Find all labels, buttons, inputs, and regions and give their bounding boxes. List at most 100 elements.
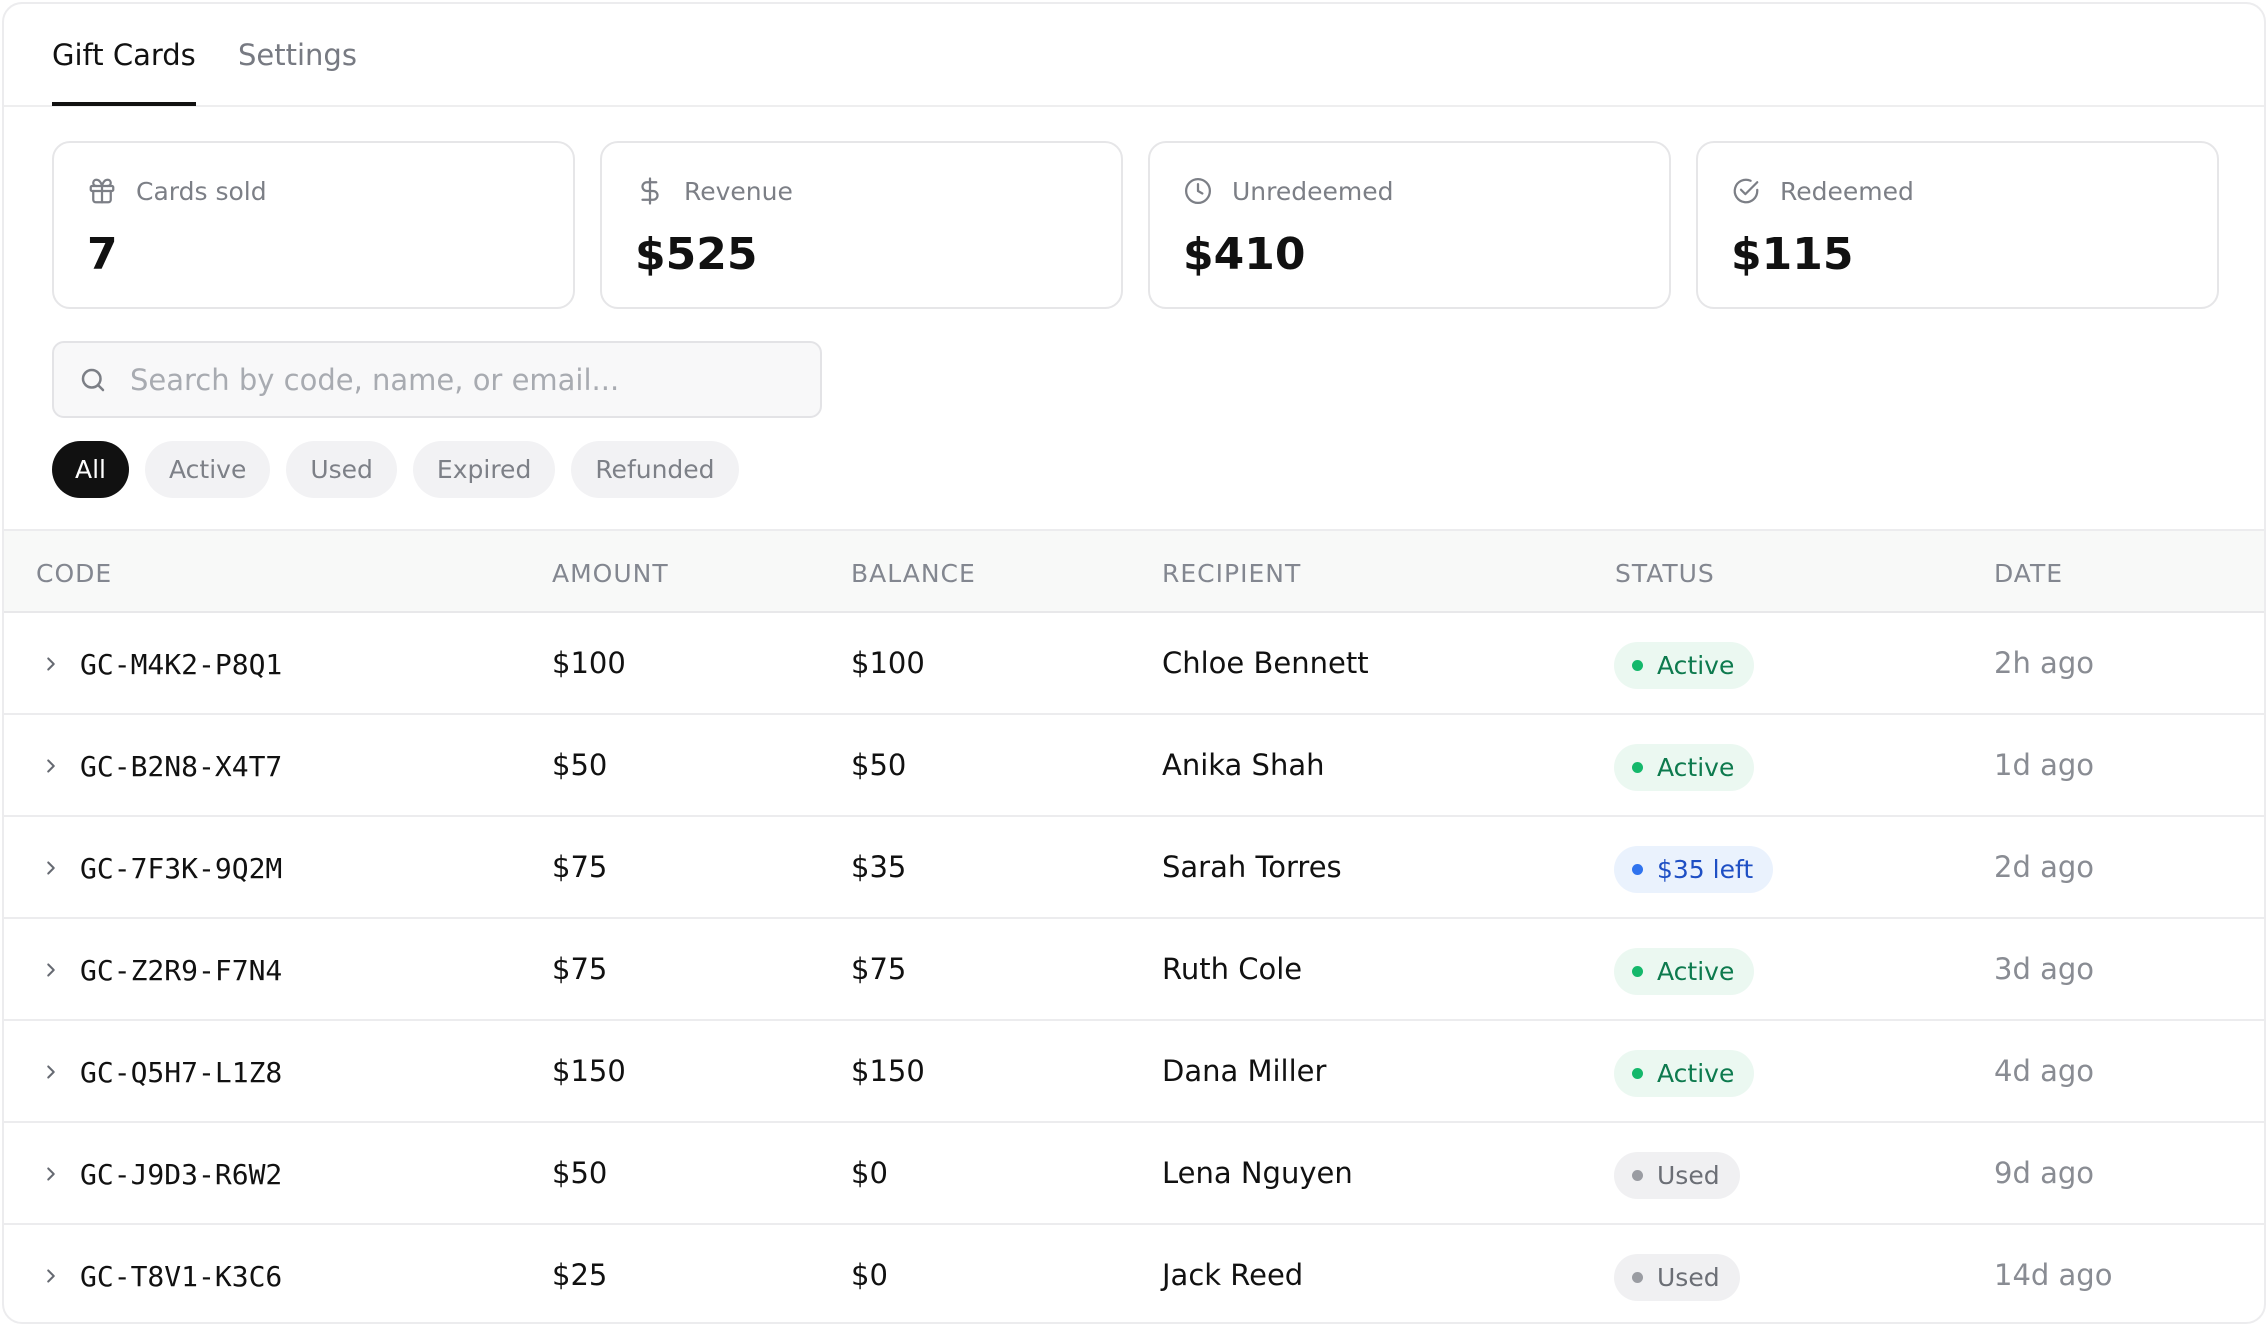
filter-expired[interactable]: Expired [412, 441, 556, 498]
status-label: Active [1657, 957, 1735, 986]
table-row[interactable]: GC-Q5H7-L1Z8 $150 $150 Dana Miller Activ… [4, 1021, 2264, 1123]
gift-card-date: 1d ago [1994, 748, 2094, 782]
gift-card-date: 2d ago [1994, 850, 2094, 884]
column-header-code[interactable]: CODE [36, 559, 113, 588]
stat-value: $525 [635, 229, 758, 280]
stat-value: 7 [87, 229, 118, 280]
table-row[interactable]: GC-J9D3-R6W2 $50 $0 Lena Nguyen Used 9d … [4, 1123, 2264, 1225]
status-label: Used [1657, 1161, 1720, 1190]
stat-label: Cards sold [136, 176, 267, 206]
filter-refunded[interactable]: Refunded [571, 441, 739, 498]
search-input[interactable] [130, 362, 780, 397]
gift-card-amount: $75 [552, 952, 608, 986]
gift-card-date: 3d ago [1994, 952, 2094, 986]
clock-icon [1185, 178, 1211, 204]
table-row[interactable]: GC-B2N8-X4T7 $50 $50 Anika Shah Active 1… [4, 715, 2264, 817]
status-badge: Active [1614, 744, 1755, 791]
column-header-balance[interactable]: BALANCE [851, 559, 976, 588]
column-header-amount[interactable]: AMOUNT [552, 559, 669, 588]
status-badge: Used [1614, 1254, 1740, 1301]
table-row[interactable]: GC-T8V1-K3C6 $25 $0 Jack Reed Used 14d a… [4, 1225, 2264, 1322]
gift-card-code: GC-7F3K-9Q2M [80, 852, 283, 885]
gift-card-date: 4d ago [1994, 1054, 2094, 1088]
status-label: Active [1657, 753, 1735, 782]
gift-card-recipient: Lena Nguyen [1162, 1156, 1353, 1190]
stats-cards: Cards sold 7 Revenue $525 Unredeemed $41… [52, 141, 2219, 309]
gift-card-amount: $50 [552, 1156, 608, 1190]
gift-card-code: GC-Z2R9-F7N4 [80, 954, 283, 987]
status-dot-icon [1632, 864, 1643, 875]
stat-label: Revenue [684, 176, 793, 206]
status-dot-icon [1632, 1272, 1643, 1283]
stat-label: Redeemed [1780, 176, 1914, 206]
gift-card-recipient: Sarah Torres [1162, 850, 1342, 884]
status-dot-icon [1632, 966, 1643, 977]
status-dot-icon [1632, 762, 1643, 773]
stat-card-redeemed: Redeemed $115 [1696, 141, 2219, 309]
stat-card-cards-sold: Cards sold 7 [52, 141, 575, 309]
chevron-right-icon[interactable] [40, 855, 62, 881]
gift-card-recipient: Dana Miller [1162, 1054, 1327, 1088]
gift-card-amount: $100 [552, 646, 626, 680]
status-label: Active [1657, 1059, 1735, 1088]
stat-value: $410 [1183, 229, 1306, 280]
dollar-icon [641, 177, 659, 205]
gift-icon [89, 178, 115, 204]
chevron-right-icon[interactable] [40, 1263, 62, 1289]
gift-cards-table: CODE AMOUNT BALANCE RECIPIENT STATUS DAT… [4, 529, 2264, 1322]
gift-card-code: GC-J9D3-R6W2 [80, 1158, 283, 1191]
gift-card-balance: $0 [851, 1258, 888, 1292]
gift-card-balance: $0 [851, 1156, 888, 1190]
chevron-right-icon[interactable] [40, 957, 62, 983]
column-header-status[interactable]: STATUS [1615, 559, 1715, 588]
gift-card-code: GC-T8V1-K3C6 [80, 1260, 283, 1293]
gift-card-recipient: Chloe Bennett [1162, 646, 1369, 680]
chevron-right-icon[interactable] [40, 1161, 62, 1187]
table-row[interactable]: GC-Z2R9-F7N4 $75 $75 Ruth Cole Active 3d… [4, 919, 2264, 1021]
stat-label: Unredeemed [1232, 176, 1394, 206]
stat-card-unredeemed: Unredeemed $410 [1148, 141, 1671, 309]
column-header-date[interactable]: DATE [1994, 559, 2064, 588]
status-label: Used [1657, 1263, 1720, 1292]
gift-card-recipient: Jack Reed [1162, 1258, 1304, 1292]
gift-card-recipient: Ruth Cole [1162, 952, 1303, 986]
stat-value: $115 [1731, 229, 1854, 280]
gift-card-code: GC-M4K2-P8Q1 [80, 648, 283, 681]
status-filters: All Active Used Expired Refunded [52, 441, 739, 498]
search-box [52, 341, 822, 418]
gift-card-amount: $50 [552, 748, 608, 782]
stat-card-revenue: Revenue $525 [600, 141, 1123, 309]
table-row[interactable]: GC-M4K2-P8Q1 $100 $100 Chloe Bennett Act… [4, 613, 2264, 715]
tab-gift-cards[interactable]: Gift Cards [52, 38, 196, 106]
gift-card-amount: $75 [552, 850, 608, 884]
gift-card-date: 14d ago [1994, 1258, 2113, 1292]
status-dot-icon [1632, 1068, 1643, 1079]
tab-settings[interactable]: Settings [238, 38, 357, 72]
gift-card-amount: $150 [552, 1054, 626, 1088]
gift-card-recipient: Anika Shah [1162, 748, 1325, 782]
status-label: $35 left [1657, 855, 1754, 884]
chevron-right-icon[interactable] [40, 753, 62, 779]
filter-all[interactable]: All [52, 441, 129, 498]
status-badge: Active [1614, 642, 1755, 689]
gift-card-balance: $35 [851, 850, 907, 884]
status-dot-icon [1632, 660, 1643, 671]
filter-used[interactable]: Used [286, 441, 397, 498]
gift-card-balance: $150 [851, 1054, 925, 1088]
status-badge: Active [1614, 948, 1755, 995]
table-row[interactable]: GC-7F3K-9Q2M $75 $35 Sarah Torres $35 le… [4, 817, 2264, 919]
column-header-recipient[interactable]: RECIPIENT [1162, 559, 1302, 588]
chevron-right-icon[interactable] [40, 1059, 62, 1085]
search-icon [81, 368, 105, 391]
tab-bar: Gift Cards Settings [4, 4, 2264, 107]
gift-card-balance: $100 [851, 646, 925, 680]
chevron-right-icon[interactable] [40, 651, 62, 677]
check-circle-icon [1733, 178, 1759, 204]
filter-active[interactable]: Active [145, 441, 271, 498]
gift-card-date: 2h ago [1994, 646, 2094, 680]
table-header: CODE AMOUNT BALANCE RECIPIENT STATUS DAT… [4, 529, 2264, 613]
gift-card-amount: $25 [552, 1258, 608, 1292]
gift-card-code: GC-B2N8-X4T7 [80, 750, 283, 783]
gift-card-balance: $50 [851, 748, 907, 782]
